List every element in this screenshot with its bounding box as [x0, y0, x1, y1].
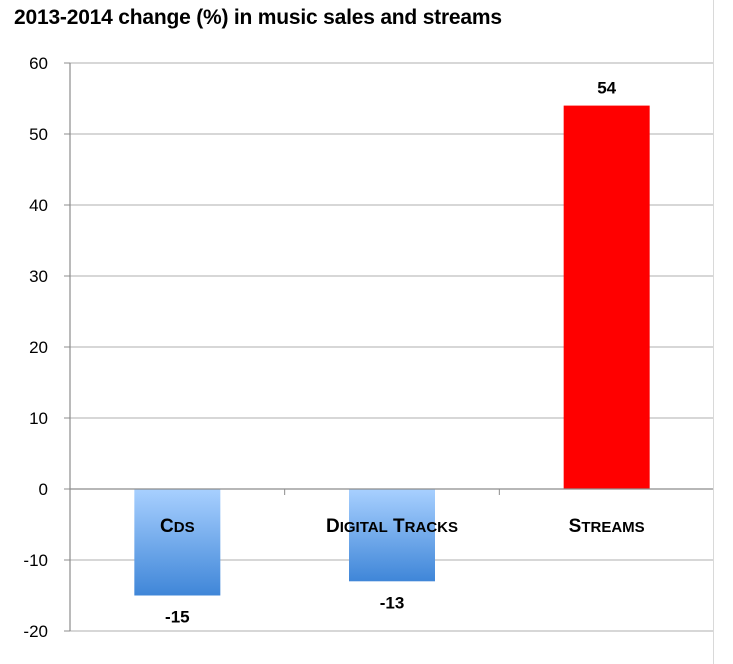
data-label: -15: [165, 608, 190, 627]
y-tick-label: 50: [29, 125, 48, 144]
y-tick-label: 60: [29, 54, 48, 73]
category-label: DIGITAL TRACKS: [326, 516, 458, 537]
bar-streams: [563, 105, 650, 489]
bars: [134, 105, 650, 596]
bar-cds: [134, 489, 221, 596]
y-tick-label: 20: [29, 338, 48, 357]
y-tick-label: 10: [29, 409, 48, 428]
category-label: CDS: [160, 516, 195, 537]
y-tick-label: 40: [29, 196, 48, 215]
y-tick-label: 0: [39, 480, 48, 499]
plot-frame-edge: [713, 0, 733, 664]
chart-title: 2013-2014 change (%) in music sales and …: [14, 6, 502, 29]
category-label: STREAMS: [569, 516, 645, 537]
y-tick-label: -10: [23, 551, 48, 570]
y-tick-label: 30: [29, 267, 48, 286]
bar-digital-tracks: [349, 489, 435, 582]
data-label: -13: [380, 593, 405, 612]
axes: [64, 62, 715, 632]
y-tick-label: -20: [23, 622, 48, 641]
data-label: 54: [597, 79, 616, 98]
labels: 60 50 40 30 20 10 0 -10 -20 -15 CDS -13 DIGITAL TRAC…: [23, 54, 644, 641]
